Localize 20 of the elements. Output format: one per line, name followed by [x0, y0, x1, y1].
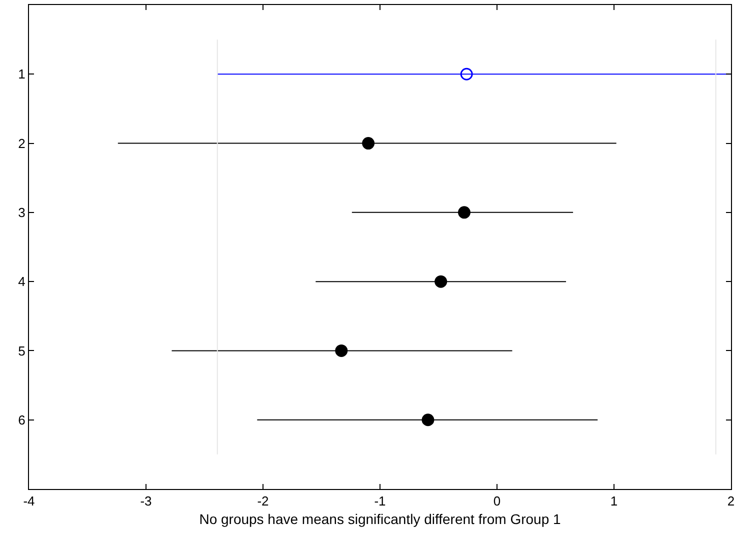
x-tick-label: -2 [257, 494, 269, 509]
x-axis-title: No groups have means significantly different from Group 1 [199, 510, 562, 527]
point [434, 275, 448, 288]
point [362, 137, 375, 150]
y-tick-label: 6 [18, 412, 26, 428]
y-tick-label: 5 [18, 343, 26, 358]
y-tick-label: 1 [18, 66, 26, 82]
x-tick-label: -4 [23, 494, 35, 509]
y-tick-label: 3 [18, 204, 26, 220]
x-tick-label: -1 [374, 494, 386, 509]
x-tick-label: 2 [727, 494, 735, 509]
point [422, 414, 434, 426]
point [460, 68, 473, 80]
x-tick-label: 1 [610, 494, 618, 509]
y-tick-label: 4 [18, 274, 26, 290]
x-tick-label: -3 [140, 494, 152, 509]
y-tick-label: 2 [18, 136, 26, 151]
x-tick-label: 0 [493, 494, 501, 509]
point [335, 344, 348, 357]
point [458, 206, 470, 219]
